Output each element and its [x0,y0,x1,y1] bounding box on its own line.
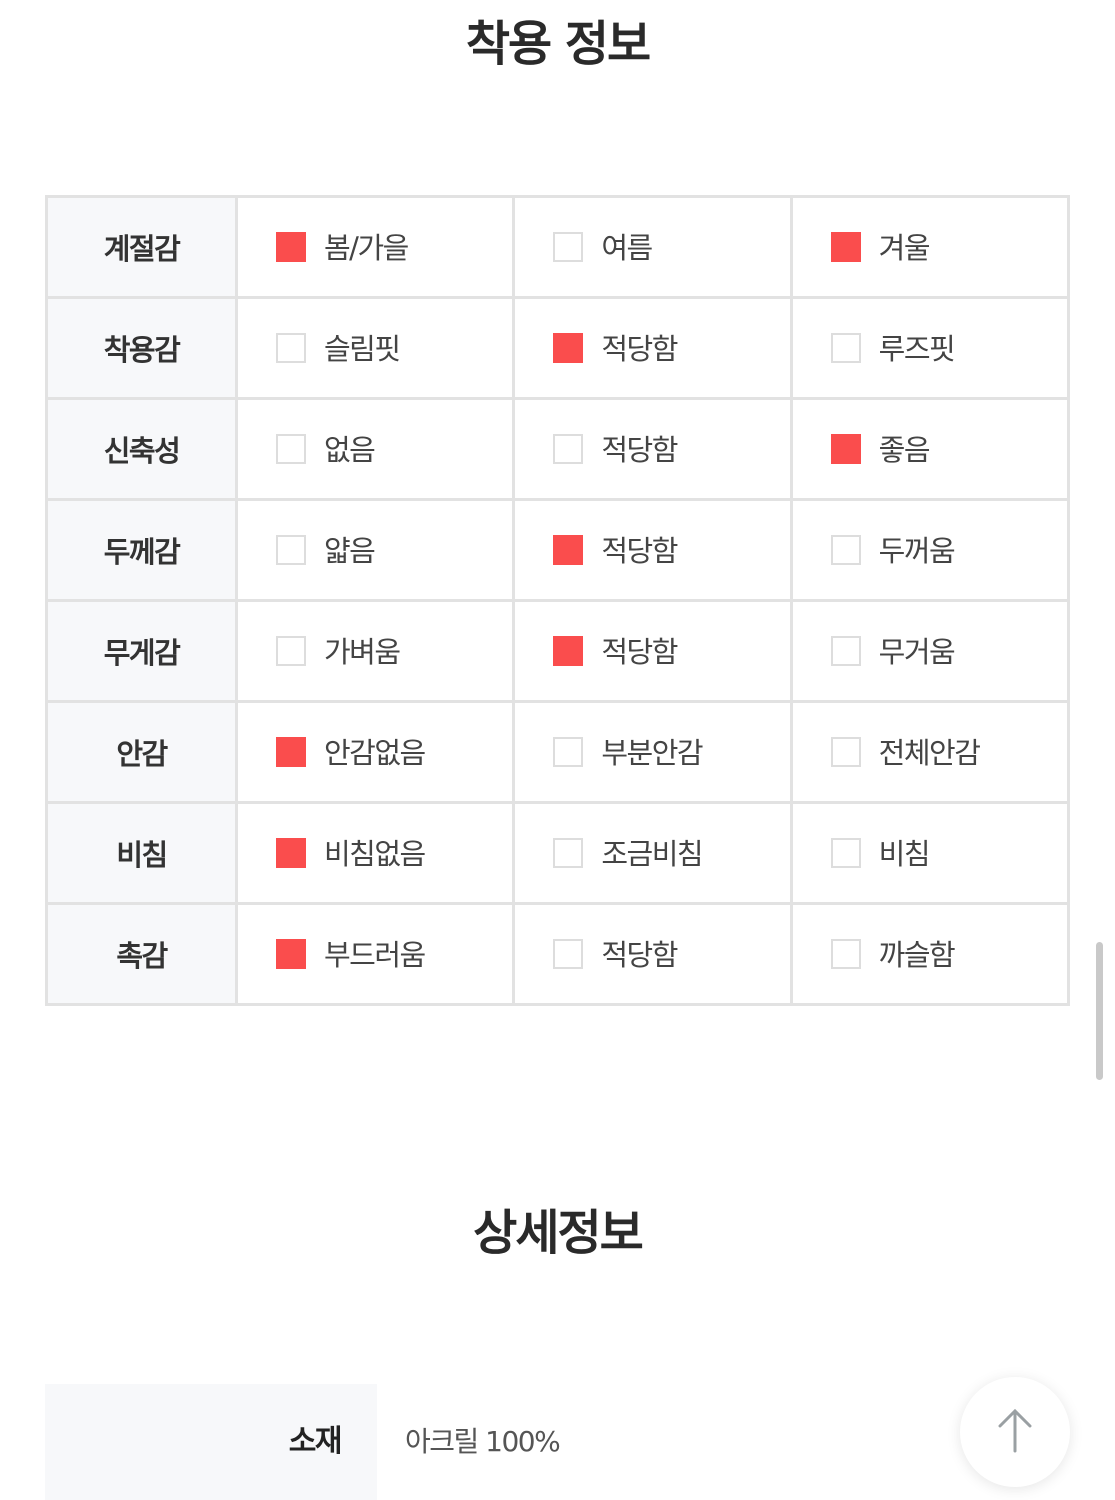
checkbox-checked [830,232,861,262]
checkbox-checked [830,434,861,464]
checkbox-unchecked [276,333,306,363]
fit-option: 비침없음 [234,801,516,905]
fit-option: 적당함 [512,397,793,501]
fit-option-label: 안감없음 [324,736,426,771]
detail-key: 소재 [288,1424,343,1459]
detail-key-cell: 소재 [45,1384,377,1500]
checkbox-unchecked [830,737,861,767]
fit-option-label: 봄/가을 [324,231,409,266]
fit-option: 안감없음 [234,700,516,804]
checkbox-checked [553,636,584,666]
fit-option-label: 루즈핏 [878,332,956,367]
fit-row-label: 비침 [45,801,238,905]
fit-row: 무게감 가벼움 적당함 무거움 [45,599,1071,703]
fit-option: 봄/가을 [234,195,516,299]
checkbox-unchecked [553,838,584,868]
fit-option-label: 가벼움 [324,635,401,670]
checkbox-unchecked [830,838,861,868]
checkbox-checked [276,737,306,767]
details-title: 상세정보 [473,1205,644,1261]
fit-option-label: 적당함 [601,433,678,468]
fit-option: 좋음 [789,397,1071,501]
arrow-up-icon [998,1408,1032,1453]
scroll-top-button[interactable] [960,1377,1070,1487]
checkbox-unchecked [830,535,861,565]
fit-option-label: 적당함 [601,635,678,670]
checkbox-checked [553,333,584,363]
checkbox-checked [276,939,306,969]
fit-option: 여름 [512,195,793,299]
fit-option: 루즈핏 [789,296,1071,400]
fit-option-label: 적당함 [601,938,678,973]
fit-row-label: 무게감 [45,599,238,703]
fit-option: 까슬함 [789,902,1071,1006]
fit-option-label: 비침 [878,837,931,872]
fit-row: 안감 안감없음 부분안감 전체안감 [45,700,1071,804]
scrollbar[interactable] [1096,942,1103,1080]
checkbox-checked [276,232,306,262]
fit-option-label: 슬림핏 [324,332,401,367]
fit-row-label: 두께감 [45,498,238,602]
checkbox-unchecked [830,636,861,666]
fit-option-label: 부드러움 [324,938,426,973]
fit-option-label: 적당함 [601,534,678,569]
fit-option: 겨울 [789,195,1071,299]
fit-option: 적당함 [512,902,793,1006]
fit-row: 두께감 얇음 적당함 두꺼움 [45,498,1071,602]
fit-option-label: 부분안감 [601,736,703,771]
fit-option: 얇음 [234,498,516,602]
fit-option-label: 적당함 [601,332,678,367]
fit-option-label: 전체안감 [878,736,981,771]
fit-option: 없음 [234,397,516,501]
fit-row: 촉감 부드러움 적당함 까슬함 [45,902,1071,1006]
fit-info-title: 착용 정보 [465,16,651,72]
fit-row-label: 계절감 [45,195,238,299]
fit-option-label: 없음 [324,433,376,468]
fit-option: 적당함 [512,296,793,400]
fit-row-label: 촉감 [45,902,238,1006]
checkbox-checked [276,838,306,868]
fit-option: 전체안감 [789,700,1071,804]
fit-row: 계절감 봄/가을 여름 겨울 [45,195,1071,299]
detail-value: 아크릴 100% [405,1425,561,1458]
checkbox-unchecked [830,939,861,969]
checkbox-checked [553,535,584,565]
fit-row-label: 착용감 [45,296,238,400]
fit-option-label: 겨울 [878,231,931,266]
fit-option: 가벼움 [234,599,516,703]
fit-row-label: 안감 [45,700,238,804]
fit-option: 조금비침 [512,801,793,905]
checkbox-unchecked [553,232,584,262]
fit-option-label: 두꺼움 [878,534,956,569]
fit-option: 비침 [789,801,1071,905]
fit-option: 적당함 [512,599,793,703]
fit-option: 부드러움 [234,902,516,1006]
fit-option-label: 조금비침 [601,837,703,872]
fit-row: 착용감 슬림핏 적당함 루즈핏 [45,296,1071,400]
fit-option: 무거움 [789,599,1071,703]
fit-option-label: 좋음 [878,433,931,468]
checkbox-unchecked [553,939,584,969]
fit-option: 부분안감 [512,700,793,804]
fit-option-label: 무거움 [878,635,956,670]
fit-option-label: 까슬함 [878,938,956,973]
checkbox-unchecked [553,737,584,767]
checkbox-unchecked [276,535,306,565]
fit-info-table: 계절감 봄/가을 여름 겨울 착용감 슬림핏 적당함 루즈핏 신축성 없음 적당함 좋음 두께감 얇음 적당… [45,195,1071,1006]
fit-option-label: 여름 [601,231,653,266]
checkbox-unchecked [276,434,306,464]
fit-option: 두꺼움 [789,498,1071,602]
fit-option: 적당함 [512,498,793,602]
checkbox-unchecked [553,434,584,464]
fit-row: 비침 비침없음 조금비침 비침 [45,801,1071,905]
fit-row: 신축성 없음 적당함 좋음 [45,397,1071,501]
checkbox-unchecked [830,333,861,363]
fit-option-label: 비침없음 [324,837,426,872]
fit-option-label: 얇음 [324,534,376,569]
detail-row-material: 소재 아크릴 100% [45,1384,1070,1500]
fit-row-label: 신축성 [45,397,238,501]
checkbox-unchecked [276,636,306,666]
fit-option: 슬림핏 [234,296,516,400]
